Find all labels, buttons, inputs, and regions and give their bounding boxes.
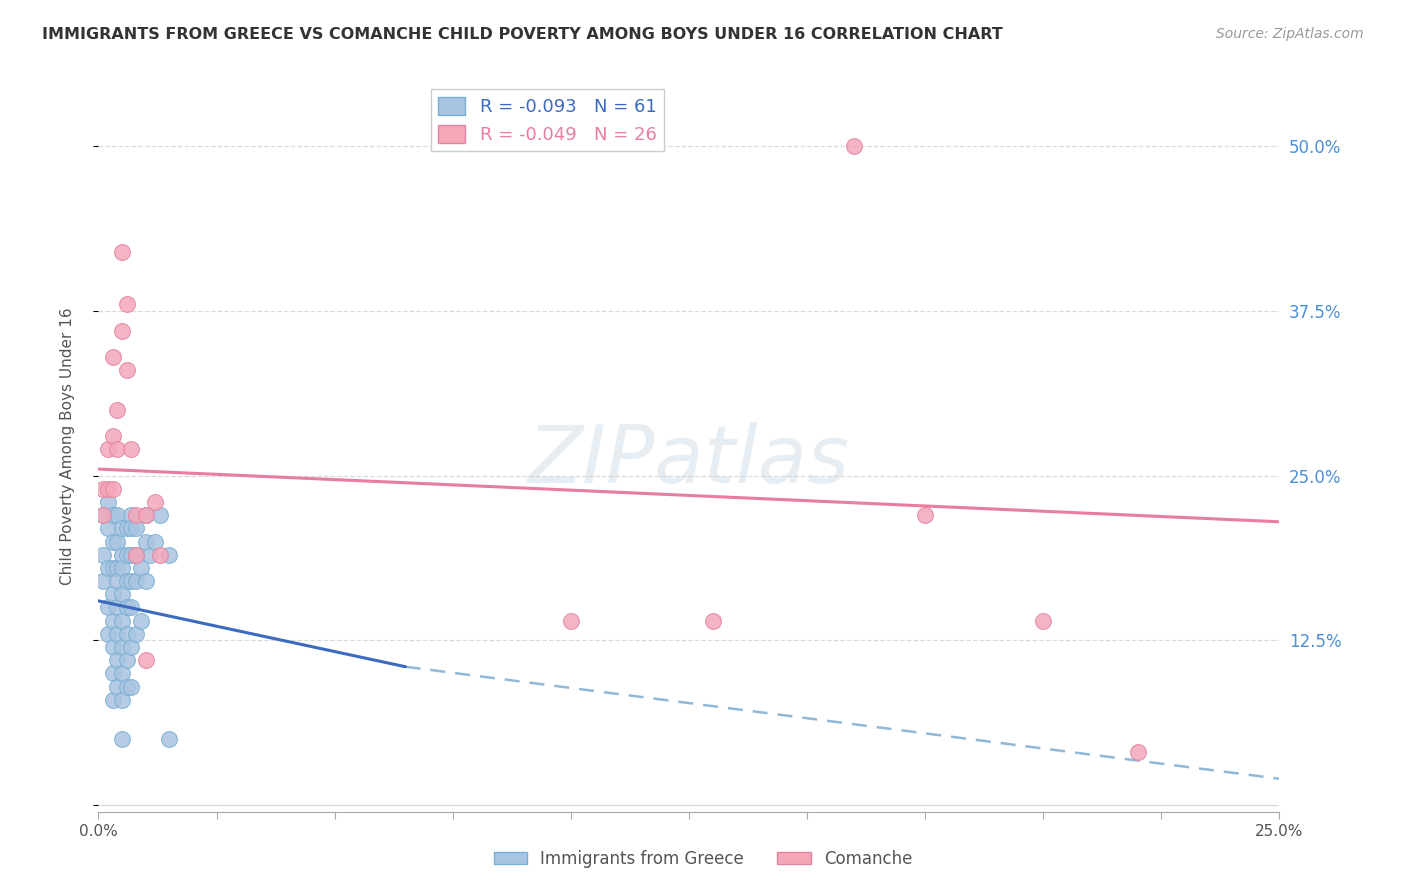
- Point: [101, 587, 124, 601]
- Point: [121, 442, 143, 457]
- Point: [115, 600, 138, 615]
- Point: [125, 508, 148, 523]
- Point: [135, 508, 157, 523]
- Point: [111, 666, 134, 681]
- Point: [101, 692, 124, 706]
- Point: [139, 548, 162, 562]
- Point: [91, 548, 114, 562]
- Point: [129, 614, 152, 628]
- Point: [115, 574, 138, 588]
- Point: [157, 548, 180, 562]
- Point: [125, 548, 148, 562]
- Point: [101, 429, 124, 443]
- Point: [97, 600, 120, 615]
- Point: [111, 521, 134, 535]
- Point: [97, 561, 120, 575]
- Point: [125, 521, 148, 535]
- Point: [91, 574, 114, 588]
- Point: [914, 508, 936, 523]
- Point: [121, 680, 143, 694]
- Point: [105, 627, 128, 641]
- Point: [91, 508, 114, 523]
- Point: [702, 614, 724, 628]
- Point: [121, 508, 143, 523]
- Point: [115, 363, 138, 377]
- Point: [105, 442, 128, 457]
- Point: [125, 627, 148, 641]
- Point: [143, 495, 166, 509]
- Point: [1126, 746, 1149, 760]
- Point: [101, 508, 124, 523]
- Point: [101, 614, 124, 628]
- Point: [121, 521, 143, 535]
- Point: [115, 548, 138, 562]
- Point: [121, 640, 143, 654]
- Point: [135, 508, 157, 523]
- Point: [91, 482, 114, 496]
- Point: [105, 561, 128, 575]
- Point: [149, 508, 172, 523]
- Point: [105, 574, 128, 588]
- Legend: R = -0.093   N = 61, R = -0.049   N = 26: R = -0.093 N = 61, R = -0.049 N = 26: [430, 89, 664, 152]
- Point: [121, 548, 143, 562]
- Point: [105, 680, 128, 694]
- Point: [157, 732, 180, 747]
- Point: [135, 574, 157, 588]
- Point: [97, 482, 120, 496]
- Point: [111, 692, 134, 706]
- Point: [105, 508, 128, 523]
- Point: [121, 600, 143, 615]
- Point: [111, 561, 134, 575]
- Point: [111, 614, 134, 628]
- Point: [101, 534, 124, 549]
- Text: Source: ZipAtlas.com: Source: ZipAtlas.com: [1216, 27, 1364, 41]
- Point: [1032, 614, 1054, 628]
- Point: [115, 297, 138, 311]
- Point: [129, 561, 152, 575]
- Point: [125, 574, 148, 588]
- Point: [101, 561, 124, 575]
- Point: [143, 534, 166, 549]
- Point: [121, 574, 143, 588]
- Point: [115, 521, 138, 535]
- Point: [105, 653, 128, 667]
- Point: [111, 640, 134, 654]
- Point: [97, 521, 120, 535]
- Legend: Immigrants from Greece, Comanche: Immigrants from Greece, Comanche: [486, 844, 920, 875]
- Point: [111, 324, 134, 338]
- Text: ZIPatlas: ZIPatlas: [527, 422, 851, 500]
- Point: [125, 548, 148, 562]
- Point: [111, 732, 134, 747]
- Y-axis label: Child Poverty Among Boys Under 16: Child Poverty Among Boys Under 16: [60, 307, 75, 585]
- Point: [149, 548, 172, 562]
- Point: [105, 534, 128, 549]
- Text: IMMIGRANTS FROM GREECE VS COMANCHE CHILD POVERTY AMONG BOYS UNDER 16 CORRELATION: IMMIGRANTS FROM GREECE VS COMANCHE CHILD…: [42, 27, 1002, 42]
- Point: [105, 402, 128, 417]
- Point: [135, 534, 157, 549]
- Point: [111, 587, 134, 601]
- Point: [101, 482, 124, 496]
- Point: [101, 640, 124, 654]
- Point: [115, 680, 138, 694]
- Point: [97, 495, 120, 509]
- Point: [115, 653, 138, 667]
- Point: [844, 139, 866, 153]
- Point: [560, 614, 582, 628]
- Point: [105, 600, 128, 615]
- Point: [101, 666, 124, 681]
- Point: [115, 627, 138, 641]
- Point: [111, 244, 134, 259]
- Point: [97, 442, 120, 457]
- Point: [97, 627, 120, 641]
- Point: [111, 548, 134, 562]
- Point: [135, 653, 157, 667]
- Point: [91, 508, 114, 523]
- Point: [101, 350, 124, 364]
